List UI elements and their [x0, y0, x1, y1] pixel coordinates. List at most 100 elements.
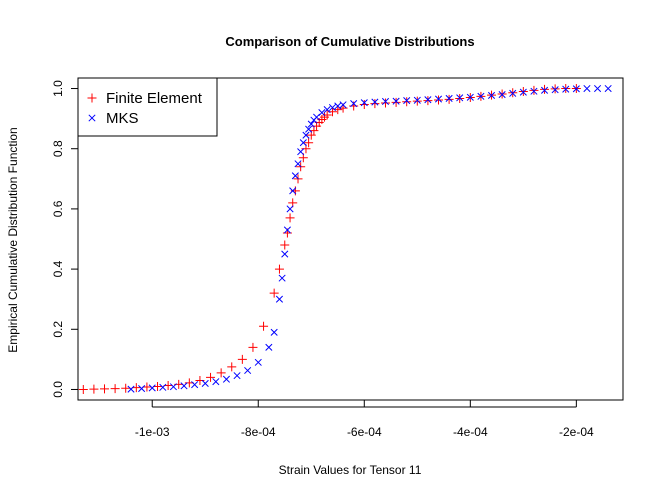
- mks-point: [530, 87, 538, 95]
- mks-point: [159, 383, 167, 391]
- mks-point: [339, 101, 347, 109]
- mks-point: [434, 95, 443, 103]
- finite-element-point: [195, 375, 205, 385]
- mks-point: [604, 84, 612, 93]
- legend-box: [77, 77, 218, 137]
- legend-item-finite-element: Finite Element: [87, 90, 203, 107]
- mks-point: [289, 187, 297, 195]
- mks-point: [403, 97, 411, 105]
- series-mks: [127, 84, 612, 393]
- x-tick-label: -8e-04: [241, 425, 276, 439]
- mks-point: [477, 92, 485, 100]
- y-axis-label: Empirical Cumulative Distribution Functi…: [6, 127, 20, 352]
- finite-element-point: [100, 384, 110, 394]
- finite-element-point: [412, 96, 422, 106]
- finite-element-point: [227, 362, 237, 372]
- mks-point: [244, 366, 252, 375]
- finite-element-point: [304, 138, 314, 148]
- mks-point: [392, 97, 400, 105]
- finite-element-point: [550, 84, 560, 94]
- legend-plus-marker: [87, 93, 97, 103]
- finite-element-point: [153, 381, 163, 391]
- legend-label: MKS: [106, 110, 139, 127]
- mks-point: [169, 383, 177, 391]
- finite-element-point: [370, 99, 380, 109]
- x-axis: -1e-03 -8e-04 -6e-04 -4e-04 -2e-04: [135, 400, 594, 439]
- finite-element-point: [434, 95, 444, 105]
- x-tick-label: -2e-04: [559, 425, 594, 439]
- mks-point: [291, 172, 299, 180]
- mks-point: [265, 343, 273, 351]
- legend-label: Finite Element: [106, 90, 203, 107]
- mks-point: [201, 379, 209, 388]
- mks-point: [180, 382, 188, 390]
- finite-element-point: [540, 84, 550, 94]
- mks-point: [283, 226, 291, 234]
- mks-point: [127, 385, 135, 393]
- mks-point: [323, 106, 331, 114]
- y-tick-label: 0.8: [51, 140, 65, 157]
- finite-element-point: [391, 97, 401, 107]
- mks-point: [299, 139, 307, 147]
- finite-element-point: [349, 101, 359, 111]
- finite-element-point: [110, 384, 120, 394]
- mks-point: [540, 86, 549, 94]
- mks-point: [509, 89, 517, 97]
- mks-point: [551, 86, 559, 94]
- mks-point: [381, 97, 390, 106]
- finite-element-point: [78, 384, 88, 394]
- finite-element-point: [274, 264, 284, 274]
- finite-element-point: [359, 99, 369, 109]
- mks-point: [281, 250, 289, 258]
- x-axis-label: Strain Values for Tensor 11: [279, 463, 422, 477]
- mks-point: [445, 94, 453, 103]
- mks-point: [519, 88, 527, 96]
- mks-point: [328, 103, 337, 112]
- mks-point: [572, 85, 580, 93]
- mks-point: [413, 96, 421, 104]
- finite-element-point: [285, 213, 295, 223]
- x-tick-label: -4e-04: [453, 425, 488, 439]
- mks-point: [294, 160, 302, 168]
- mks-point: [562, 85, 570, 93]
- mks-point: [254, 358, 262, 366]
- plot-frame: [77, 77, 624, 401]
- mks-point: [318, 109, 326, 117]
- finite-element-point: [206, 372, 216, 382]
- y-tick-label: 1.0: [51, 80, 65, 97]
- mks-point: [212, 378, 220, 386]
- mks-point: [424, 96, 432, 104]
- mks-point: [275, 295, 284, 303]
- mks-point: [191, 381, 199, 389]
- mks-point: [233, 372, 241, 380]
- mks-point: [313, 113, 321, 121]
- finite-element-point: [142, 382, 152, 392]
- mks-point: [305, 125, 313, 133]
- series-layer: [78, 84, 612, 394]
- finite-element-point: [237, 354, 247, 364]
- finite-element-point: [89, 384, 99, 394]
- legend-item-mks: MKS: [88, 110, 139, 127]
- mks-point: [138, 385, 146, 393]
- mks-point: [302, 131, 310, 139]
- mks-point: [334, 102, 342, 110]
- y-tick-label: 0.0: [51, 381, 65, 398]
- x-tick-label: -1e-03: [135, 425, 170, 439]
- y-tick-label: 0.6: [51, 200, 65, 217]
- finite-element-point: [402, 97, 412, 107]
- mks-point: [350, 100, 358, 108]
- mks-point: [498, 90, 506, 99]
- finite-element-point: [248, 342, 258, 352]
- mks-point: [297, 148, 305, 156]
- mks-point: [456, 94, 464, 102]
- mks-point: [466, 93, 474, 101]
- y-tick-label: 0.2: [51, 321, 65, 338]
- chart-title: Comparison of Cumulative Distributions: [225, 34, 474, 49]
- finite-element-point: [131, 383, 141, 393]
- mks-point: [371, 98, 379, 106]
- x-tick-label: -6e-04: [347, 425, 382, 439]
- finite-element-point: [529, 85, 539, 95]
- mks-point: [148, 384, 156, 392]
- mks-point: [360, 99, 368, 107]
